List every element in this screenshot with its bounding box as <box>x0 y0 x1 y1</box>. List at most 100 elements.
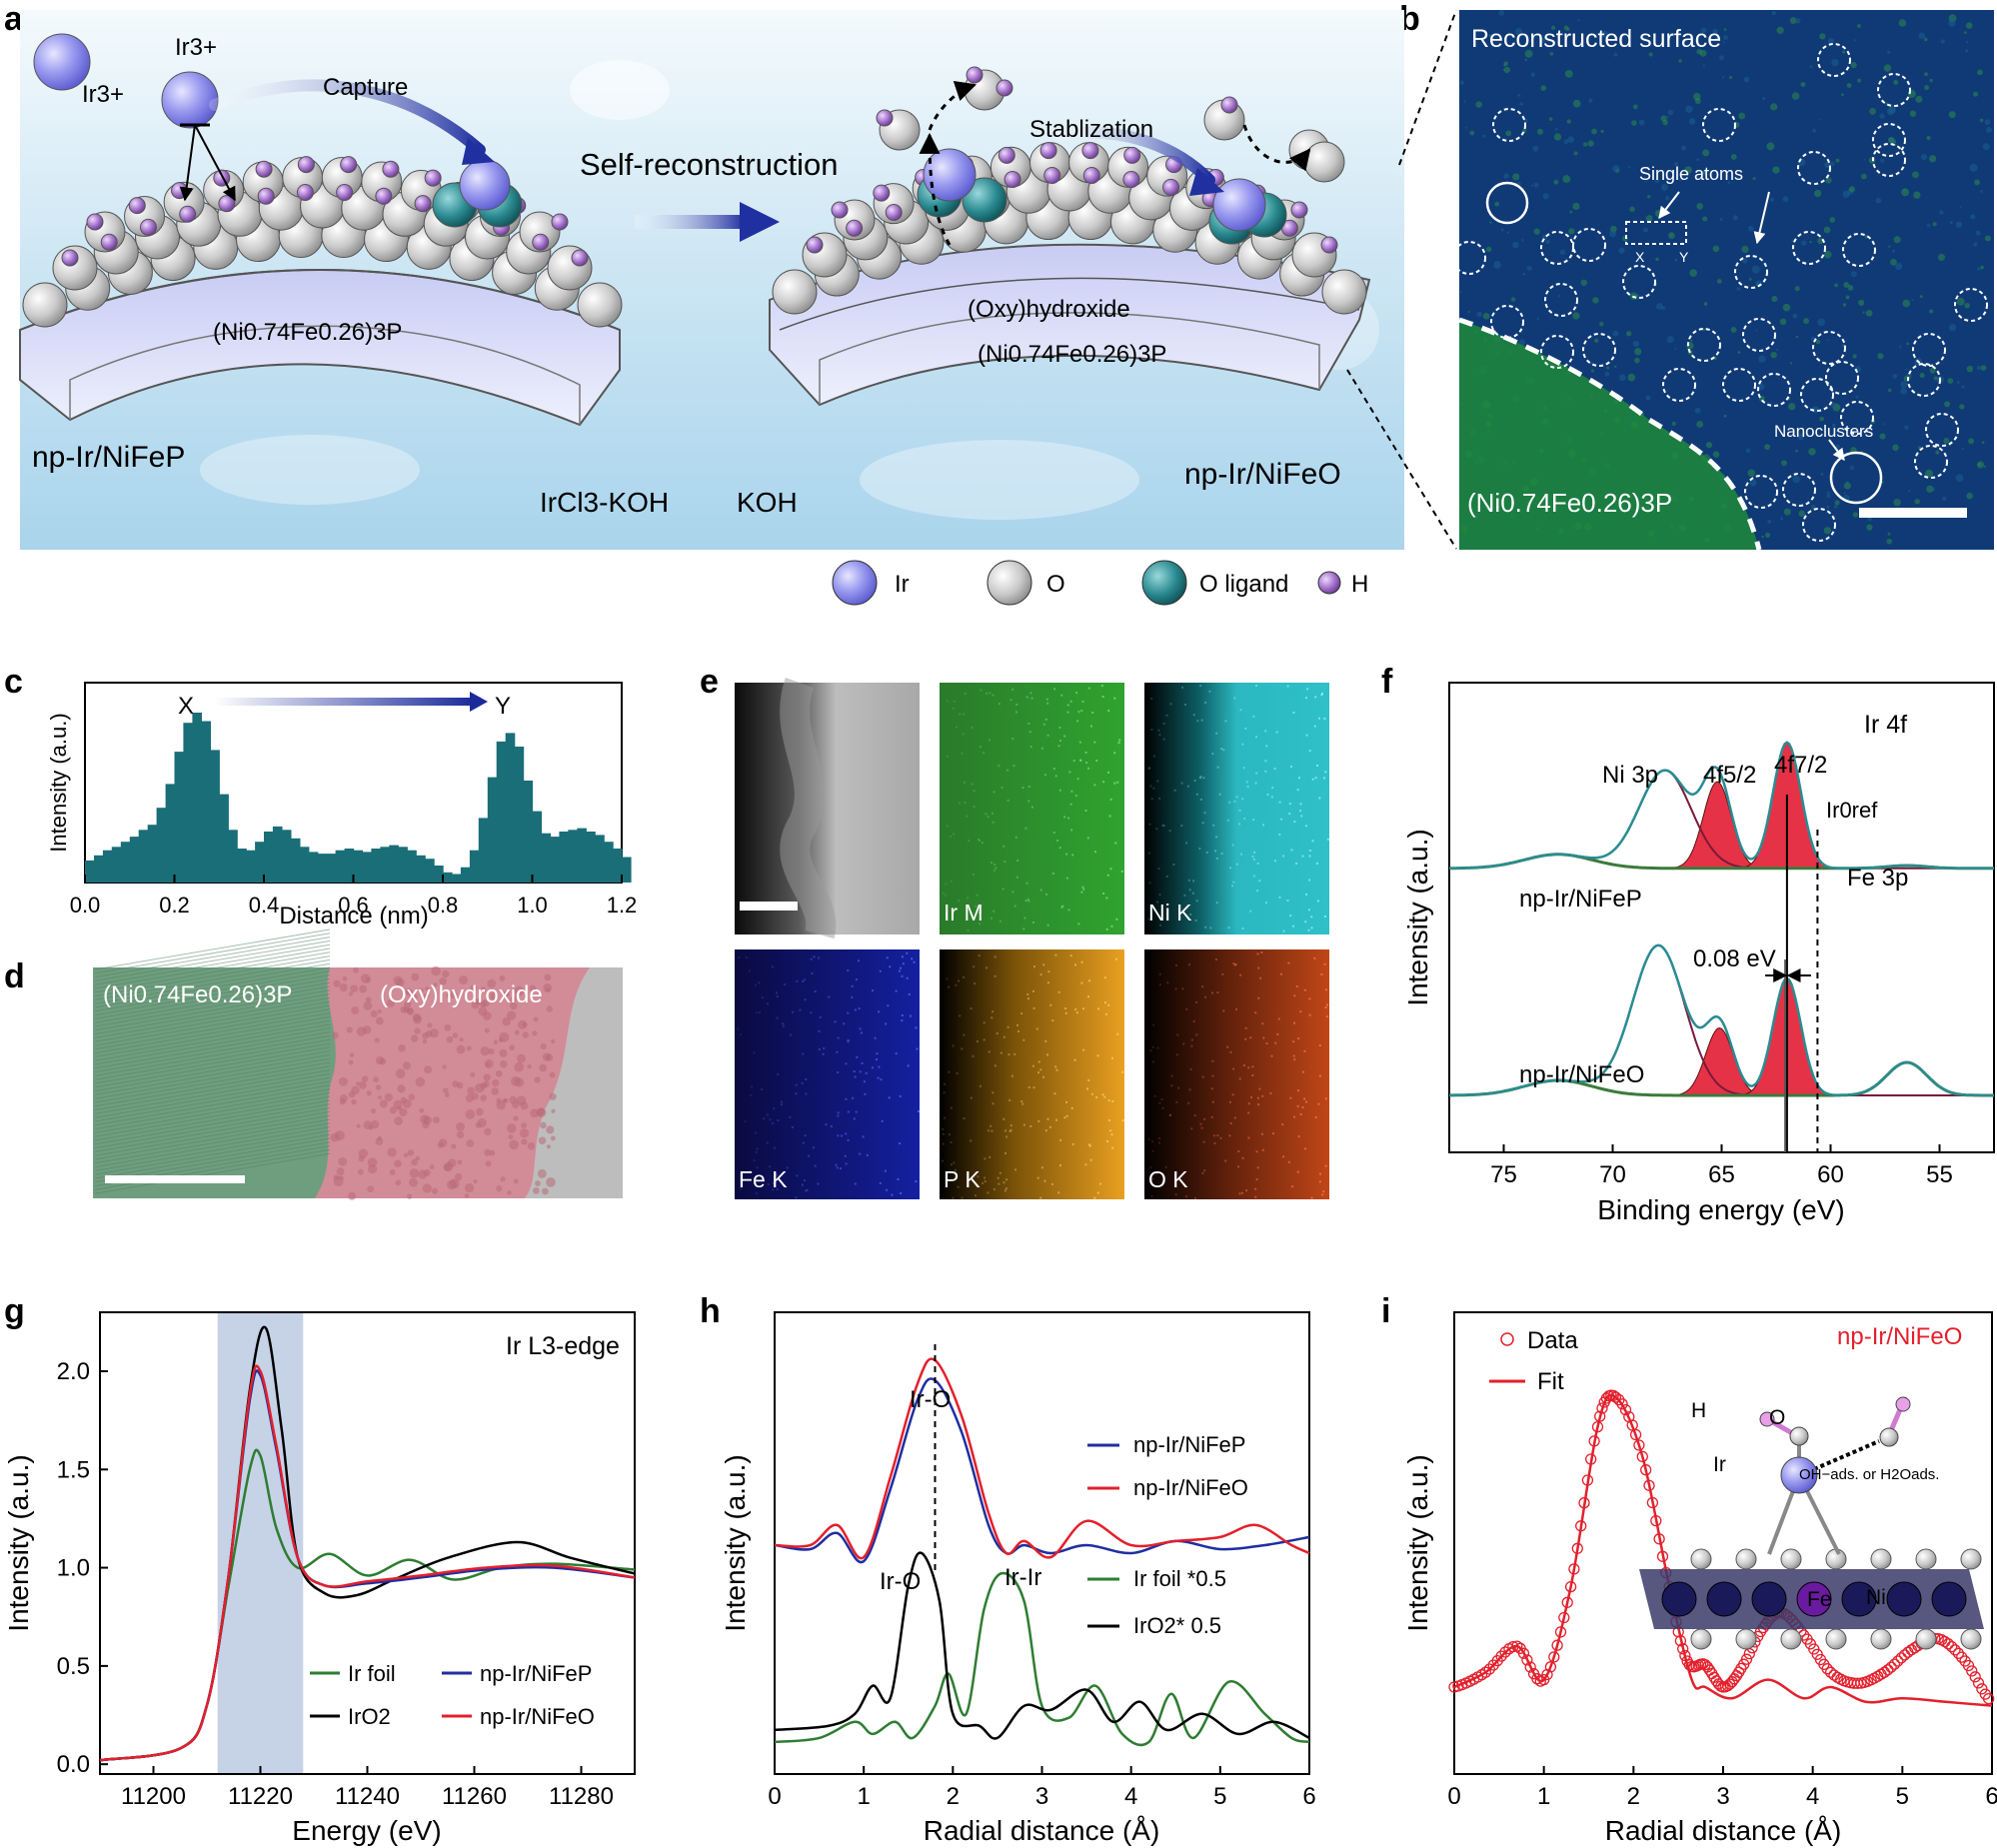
haadf-speckle <box>1715 37 1719 41</box>
lattice-fringe <box>94 943 331 985</box>
eds-pixel <box>952 707 955 710</box>
haadf-speckle <box>1803 318 1809 325</box>
haadf-speckle <box>1485 246 1492 253</box>
eds-pixel <box>1189 914 1192 916</box>
amorphous-speckle <box>431 1187 439 1194</box>
haadf-speckle <box>1929 78 1933 83</box>
g-ytick-label: 0.0 <box>57 1751 90 1778</box>
i-inset-structure: H O Ir OH−ads. or H2Oads. Fe Ni <box>1639 1396 1984 1650</box>
eds-pixel <box>959 802 961 805</box>
eds-pixel <box>1255 685 1257 688</box>
haadf-speckle <box>1928 310 1932 314</box>
haadf-speckle <box>1912 171 1919 179</box>
eds-pixel <box>1001 888 1004 891</box>
amorphous-speckle <box>363 1120 373 1129</box>
eds-pixel <box>901 955 904 958</box>
haadf-speckle <box>1886 538 1893 545</box>
h-legend-iro2: IrO2* 0.5 <box>1133 1613 1221 1638</box>
o-atom <box>1825 1628 1847 1650</box>
eds-pixel <box>1164 1165 1167 1168</box>
amorphous-speckle <box>484 1148 492 1156</box>
amorphous-speckle <box>399 1107 408 1116</box>
eds-pixel <box>1046 1117 1049 1120</box>
eds-pixel <box>1255 1178 1258 1181</box>
eds-pixel <box>1023 917 1026 920</box>
eds-pixel <box>776 1016 779 1019</box>
eds-pixel <box>1233 800 1236 803</box>
eds-pixel <box>901 1014 904 1016</box>
haadf-speckle <box>1506 231 1510 235</box>
eds-pixel <box>1059 1164 1061 1167</box>
amorphous-speckle <box>444 1023 452 1031</box>
eds-pixel <box>1314 777 1317 780</box>
amorphous-speckle <box>459 975 469 985</box>
amorphous-speckle <box>509 1044 516 1051</box>
amorphous-speckle <box>538 1136 547 1145</box>
amorphous-speckle <box>519 1128 530 1138</box>
amorphous-speckle <box>336 1167 345 1176</box>
eds-pixel <box>756 1011 759 1014</box>
eds-pixel <box>1304 825 1307 828</box>
eds-pixel <box>1203 1169 1206 1172</box>
i-xtick-label: 2 <box>1627 1783 1640 1810</box>
haadf-speckle <box>1866 524 1873 531</box>
eds-pixel <box>1292 924 1294 927</box>
amorphous-speckle <box>496 1097 502 1103</box>
amorphous-speckle <box>379 1057 387 1065</box>
lattice-fringe <box>94 1118 331 1160</box>
eds-pixel <box>911 957 914 960</box>
eds-pixel <box>1042 723 1045 726</box>
haadf-speckle <box>1899 345 1902 349</box>
eds-pixel <box>864 1092 867 1095</box>
eds-pixel <box>767 1002 769 1005</box>
eds-pixel <box>1150 798 1153 801</box>
eds-pixel <box>993 869 996 872</box>
eds-pixel <box>1021 1102 1024 1105</box>
eds-pixel <box>1117 742 1120 745</box>
amorphous-speckle <box>503 990 511 997</box>
haadf-speckle <box>1719 218 1723 221</box>
eds-pixel <box>1016 1023 1018 1026</box>
eds-pixel <box>1201 1171 1204 1174</box>
amorphous-speckle <box>481 986 486 991</box>
panel-letter-h: h <box>700 1292 721 1330</box>
amorphous-speckle <box>407 1193 413 1199</box>
eds-pixel <box>740 1187 743 1190</box>
eds-pixel <box>1029 692 1032 695</box>
single-atom-marker <box>1622 265 1656 299</box>
eds-pixel <box>1037 1071 1039 1074</box>
amorphous-speckle <box>544 973 552 981</box>
o-atom <box>22 282 68 328</box>
eds-pixel <box>1027 997 1029 1000</box>
haadf-speckle <box>1631 120 1637 126</box>
h-atom <box>296 183 314 201</box>
amorphous-speckle <box>466 1139 475 1147</box>
amorphous-speckle <box>365 996 372 1003</box>
amorphous-speckle <box>480 1094 487 1101</box>
haadf-speckle <box>1893 79 1899 85</box>
eds-pixel <box>738 956 741 958</box>
eds-pixel <box>791 1126 794 1128</box>
eds-pixel <box>1201 1075 1204 1078</box>
eds-pixel <box>1027 786 1030 788</box>
haadf-speckle <box>1723 414 1727 418</box>
panel-e-maps: Ir M Ni K Fe K P K O K <box>735 678 1329 1199</box>
ni-atom <box>1886 1581 1922 1617</box>
amorphous-speckle <box>359 1080 367 1089</box>
ir-atom <box>161 71 219 129</box>
haadf-speckle <box>1644 180 1647 183</box>
haadf-speckle <box>1568 228 1575 235</box>
eds-pixel <box>992 694 995 697</box>
haadf-speckle <box>1599 321 1604 327</box>
eds-pixel <box>1086 1087 1088 1090</box>
histogram-bar <box>120 842 131 883</box>
i-xtick-label: 1 <box>1537 1783 1550 1810</box>
eds-pixel <box>1297 1135 1300 1138</box>
data-point <box>1966 1665 1978 1677</box>
haadf-speckle <box>1738 112 1746 120</box>
haadf-speckle <box>1850 62 1857 69</box>
eds-pixel <box>1299 1113 1302 1115</box>
i-inset-ni: Ni <box>1866 1586 1886 1609</box>
eds-pixel <box>1115 918 1118 921</box>
eds-pixel <box>1116 781 1119 784</box>
